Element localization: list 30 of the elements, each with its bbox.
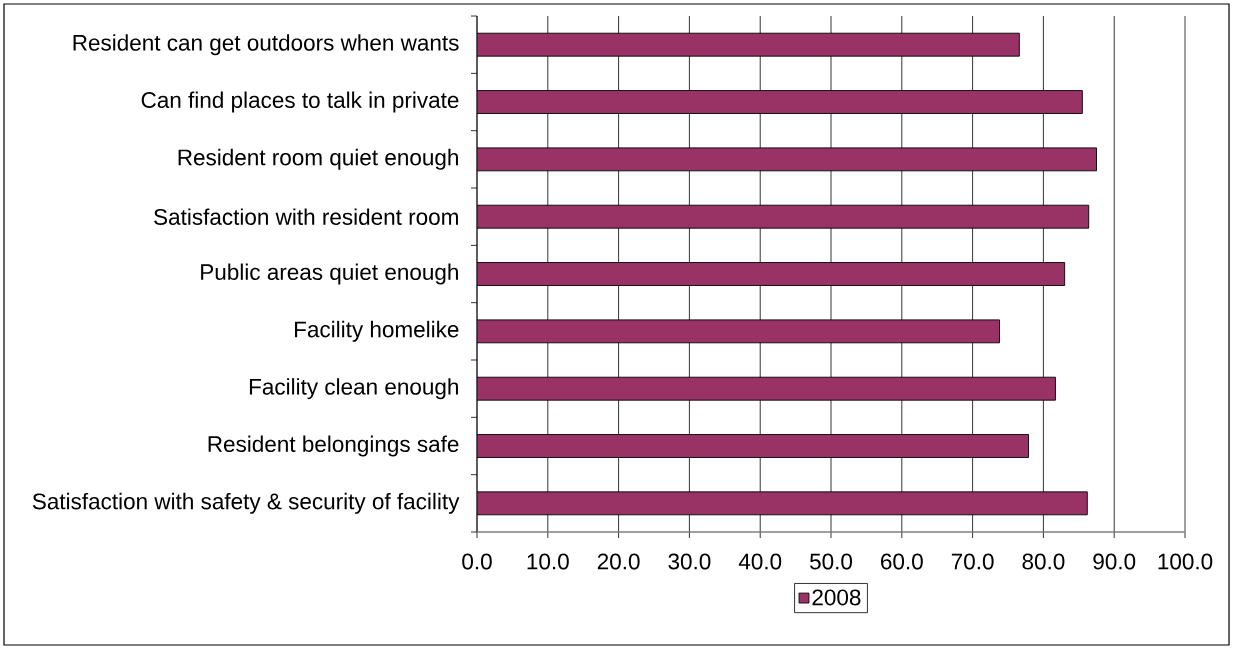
x-tick-label: 0.0 [462, 553, 492, 570]
y-tick-label: Satisfaction with safety & security of facility [32, 492, 460, 514]
y-tick-label: Satisfaction with resident room [154, 208, 458, 225]
y-tick-label: Resident can get outdoors when wants [73, 34, 459, 56]
bar [477, 376, 1056, 401]
legend-label: 2008 [812, 589, 861, 606]
x-tick-label: 100.0 [1158, 553, 1213, 570]
bar [477, 32, 1020, 57]
bar [477, 434, 1029, 458]
y-tick-label: Resident room quiet enough [178, 148, 458, 170]
bar [477, 90, 1083, 114]
y-tick-label: Public areas quiet enough [201, 263, 458, 285]
x-tick-label: 30.0 [668, 553, 711, 570]
y-tick-label: Facility homelike [295, 320, 459, 342]
bar [477, 262, 1066, 286]
bar [477, 204, 1090, 229]
x-tick-label: 60.0 [881, 553, 923, 570]
x-tick-label: 80.0 [1022, 553, 1065, 570]
bar [477, 147, 1097, 172]
y-tick-label: Resident belongings safe [208, 435, 459, 457]
x-tick-label: 50.0 [810, 553, 853, 570]
x-tick-label: 10.0 [527, 553, 569, 570]
x-tick-label: 40.0 [738, 553, 782, 570]
x-tick-label: 20.0 [597, 553, 640, 570]
x-tick-label: 70.0 [951, 553, 994, 570]
bar [477, 319, 1000, 344]
y-tick-label: Can find places to talk in private [141, 91, 459, 113]
bar [477, 491, 1088, 516]
x-tick-label: 90.0 [1093, 553, 1136, 570]
y-tick-label: Facility clean enough [249, 378, 458, 400]
